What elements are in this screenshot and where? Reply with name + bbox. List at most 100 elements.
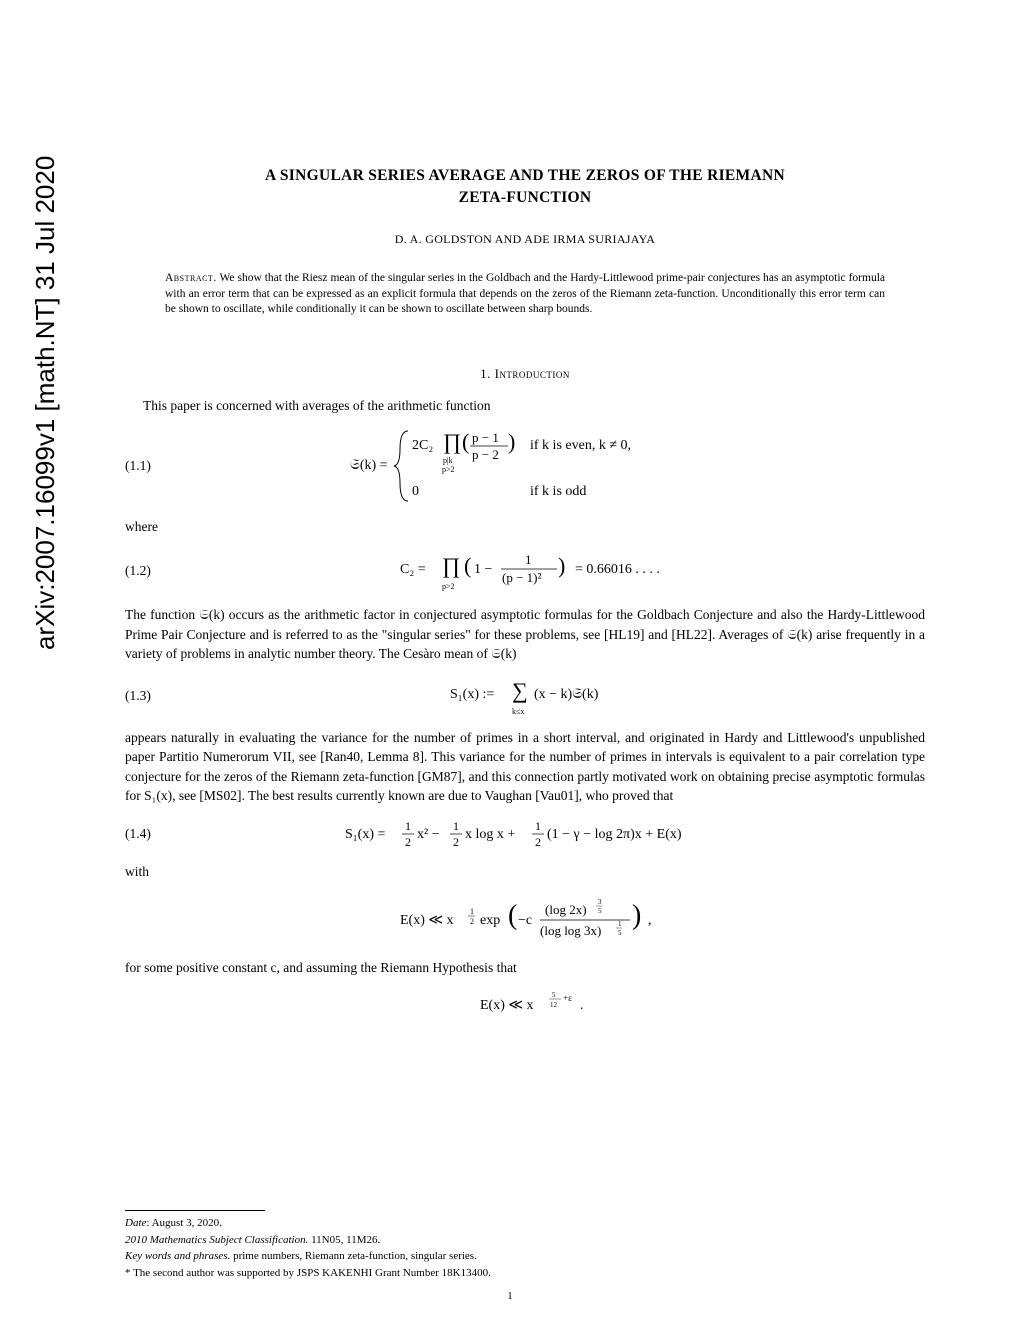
title-line2: ZETA-FUNCTION xyxy=(459,189,592,206)
eq-1-3-svg: S₁(x) := ∑ k≤x (x − k)𝔖(k) xyxy=(430,674,670,718)
svg-text:1: 1 xyxy=(470,907,474,916)
para-goldbach: The function 𝔖(k) occurs as the arithmet… xyxy=(125,605,925,664)
eq-1-1-svg: 𝔖(k) = 2C₂ ∏ p|k p>2 ( p − 1 p − 2 ) if … xyxy=(350,425,750,507)
section-title: Introduction xyxy=(495,366,570,381)
eq-1-2-svg: C₂ = ∏ p>2 ( 1 − 1 (p − 1)² ) = 0.66016 … xyxy=(370,547,730,595)
svg-text:E(x) ≪ x: E(x) ≪ x xyxy=(400,913,454,928)
svg-text:∑: ∑ xyxy=(512,678,528,703)
svg-text:exp: exp xyxy=(480,913,500,928)
footnote-rule xyxy=(125,1210,265,1211)
footnotes: Date: August 3, 2020. 2010 Mathematics S… xyxy=(125,1210,925,1282)
paper-body: A SINGULAR SERIES AVERAGE AND THE ZEROS … xyxy=(125,165,925,1027)
eq-E2-svg: E(x) ≪ x 5 12 +ε . xyxy=(470,987,630,1017)
equation-1-4: (1.4) S₁(x) = 1 2 x² − 1 2 x log x + 1 2… xyxy=(125,816,925,852)
svg-text:3: 3 xyxy=(598,898,602,906)
svg-text:(1 − γ − log 2π)x + E(x): (1 − γ − log 2π)x + E(x) xyxy=(547,827,682,842)
eq-E1-svg: E(x) ≪ x 1 2 exp ( −c (log 2x) 3 5 (log … xyxy=(380,892,720,948)
funding-line: * The second author was supported by JSP… xyxy=(125,1266,925,1281)
msc-label: 2010 Mathematics Subject Classification. xyxy=(125,1234,308,1246)
authors: D. A. GOLDSTON AND ADE IRMA SURIAJAYA xyxy=(125,232,925,247)
svg-text:2: 2 xyxy=(405,835,411,849)
svg-text:−c: −c xyxy=(518,913,532,928)
svg-text:5: 5 xyxy=(598,907,602,915)
svg-text:if k is odd: if k is odd xyxy=(530,484,586,499)
svg-text:(log 2x): (log 2x) xyxy=(545,902,587,917)
svg-text:p>2: p>2 xyxy=(442,465,455,474)
section-number: 1. xyxy=(480,366,491,381)
svg-text:0: 0 xyxy=(412,484,419,499)
svg-text:5: 5 xyxy=(618,929,622,937)
para-with: with xyxy=(125,862,925,882)
svg-text:+ε: +ε xyxy=(563,993,572,1003)
svg-text:x log x +: x log x + xyxy=(465,827,515,842)
equation-E1: E(x) ≪ x 1 2 exp ( −c (log 2x) 3 5 (log … xyxy=(125,892,925,948)
svg-text:12: 12 xyxy=(550,1001,558,1009)
para-intro: This paper is concerned with averages of… xyxy=(125,396,925,416)
funding-text: The second author was supported by JSPS … xyxy=(133,1267,491,1279)
para-variance: appears naturally in evaluating the vari… xyxy=(125,728,925,806)
svg-text:5: 5 xyxy=(552,991,556,999)
para-const: for some positive constant c, and assumi… xyxy=(125,958,925,978)
svg-text:p − 2: p − 2 xyxy=(472,447,499,462)
keywords-line: Key words and phrases. prime numbers, Ri… xyxy=(125,1249,925,1264)
eq-num-1-2: (1.2) xyxy=(125,563,175,579)
svg-text:if k is even, k ≠ 0,: if k is even, k ≠ 0, xyxy=(530,438,631,453)
svg-text:p>2: p>2 xyxy=(442,582,455,591)
svg-text:): ) xyxy=(508,429,515,454)
svg-text:C₂ =: C₂ = xyxy=(400,562,426,577)
svg-text:1: 1 xyxy=(535,819,541,833)
msc-line: 2010 Mathematics Subject Classification.… xyxy=(125,1233,925,1248)
svg-text:S₁(x) =: S₁(x) = xyxy=(345,827,385,842)
date-value: : August 3, 2020. xyxy=(146,1217,221,1229)
svg-text:x² −: x² − xyxy=(417,827,440,842)
equation-1-3: (1.3) S₁(x) := ∑ k≤x (x − k)𝔖(k) xyxy=(125,674,925,718)
svg-text:(p − 1)²: (p − 1)² xyxy=(502,570,541,585)
page-number: 1 xyxy=(0,1290,1020,1302)
svg-text:∏: ∏ xyxy=(442,553,460,578)
svg-text:2: 2 xyxy=(470,917,474,926)
svg-text:𝔖(k) =: 𝔖(k) = xyxy=(350,458,388,473)
svg-text:1: 1 xyxy=(453,819,459,833)
eq-num-1-1: (1.1) xyxy=(125,458,175,474)
date-line: Date: August 3, 2020. xyxy=(125,1216,925,1231)
svg-text:2: 2 xyxy=(453,835,459,849)
paper-title: A SINGULAR SERIES AVERAGE AND THE ZEROS … xyxy=(125,165,925,208)
svg-text:p|k: p|k xyxy=(443,456,453,465)
svg-text:2C₂: 2C₂ xyxy=(412,438,433,453)
svg-text:= 0.66016 . . . .: = 0.66016 . . . . xyxy=(575,562,660,577)
date-label: Date xyxy=(125,1217,146,1229)
section-heading: 1. Introduction xyxy=(125,366,925,382)
svg-text:(: ( xyxy=(464,553,471,578)
svg-text:(: ( xyxy=(462,429,469,454)
svg-text:(x − k)𝔖(k): (x − k)𝔖(k) xyxy=(534,687,599,702)
svg-text:(log log 3x): (log log 3x) xyxy=(540,923,601,938)
svg-text:∏: ∏ xyxy=(443,429,461,454)
svg-text:2: 2 xyxy=(535,835,541,849)
eq-num-1-4: (1.4) xyxy=(125,826,175,842)
funding-marker: * xyxy=(125,1267,131,1279)
svg-text:1: 1 xyxy=(618,920,622,928)
eq-num-1-3: (1.3) xyxy=(125,688,175,704)
eq-1-4-svg: S₁(x) = 1 2 x² − 1 2 x log x + 1 2 (1 − … xyxy=(325,816,775,852)
keywords-label: Key words and phrases. xyxy=(125,1250,230,1262)
svg-text:,: , xyxy=(648,913,652,928)
svg-text:1: 1 xyxy=(525,552,532,567)
svg-text:1: 1 xyxy=(405,819,411,833)
title-line1: A SINGULAR SERIES AVERAGE AND THE ZEROS … xyxy=(265,167,785,184)
abstract-label: Abstract. xyxy=(165,272,217,284)
abstract: Abstract. We show that the Riesz mean of… xyxy=(165,271,885,318)
para-where: where xyxy=(125,517,925,537)
svg-text:p − 1: p − 1 xyxy=(472,430,499,445)
svg-text:k≤x: k≤x xyxy=(512,707,524,716)
svg-text:.: . xyxy=(580,998,584,1013)
abstract-text: We show that the Riesz mean of the singu… xyxy=(165,272,885,315)
svg-text:1 −: 1 − xyxy=(474,562,493,577)
svg-text:): ) xyxy=(558,553,565,578)
svg-text:S₁(x) :=: S₁(x) := xyxy=(450,687,494,702)
svg-text:): ) xyxy=(632,900,641,931)
equation-E2: E(x) ≪ x 5 12 +ε . xyxy=(125,987,925,1017)
equation-1-1: (1.1) 𝔖(k) = 2C₂ ∏ p|k p>2 ( p − 1 p − 2… xyxy=(125,425,925,507)
arxiv-stamp: arXiv:2007.16099v1 [math.NT] 31 Jul 2020 xyxy=(30,156,61,650)
equation-1-2: (1.2) C₂ = ∏ p>2 ( 1 − 1 (p − 1)² ) = 0.… xyxy=(125,547,925,595)
keywords-value: prime numbers, Riemann zeta-function, si… xyxy=(233,1250,477,1262)
